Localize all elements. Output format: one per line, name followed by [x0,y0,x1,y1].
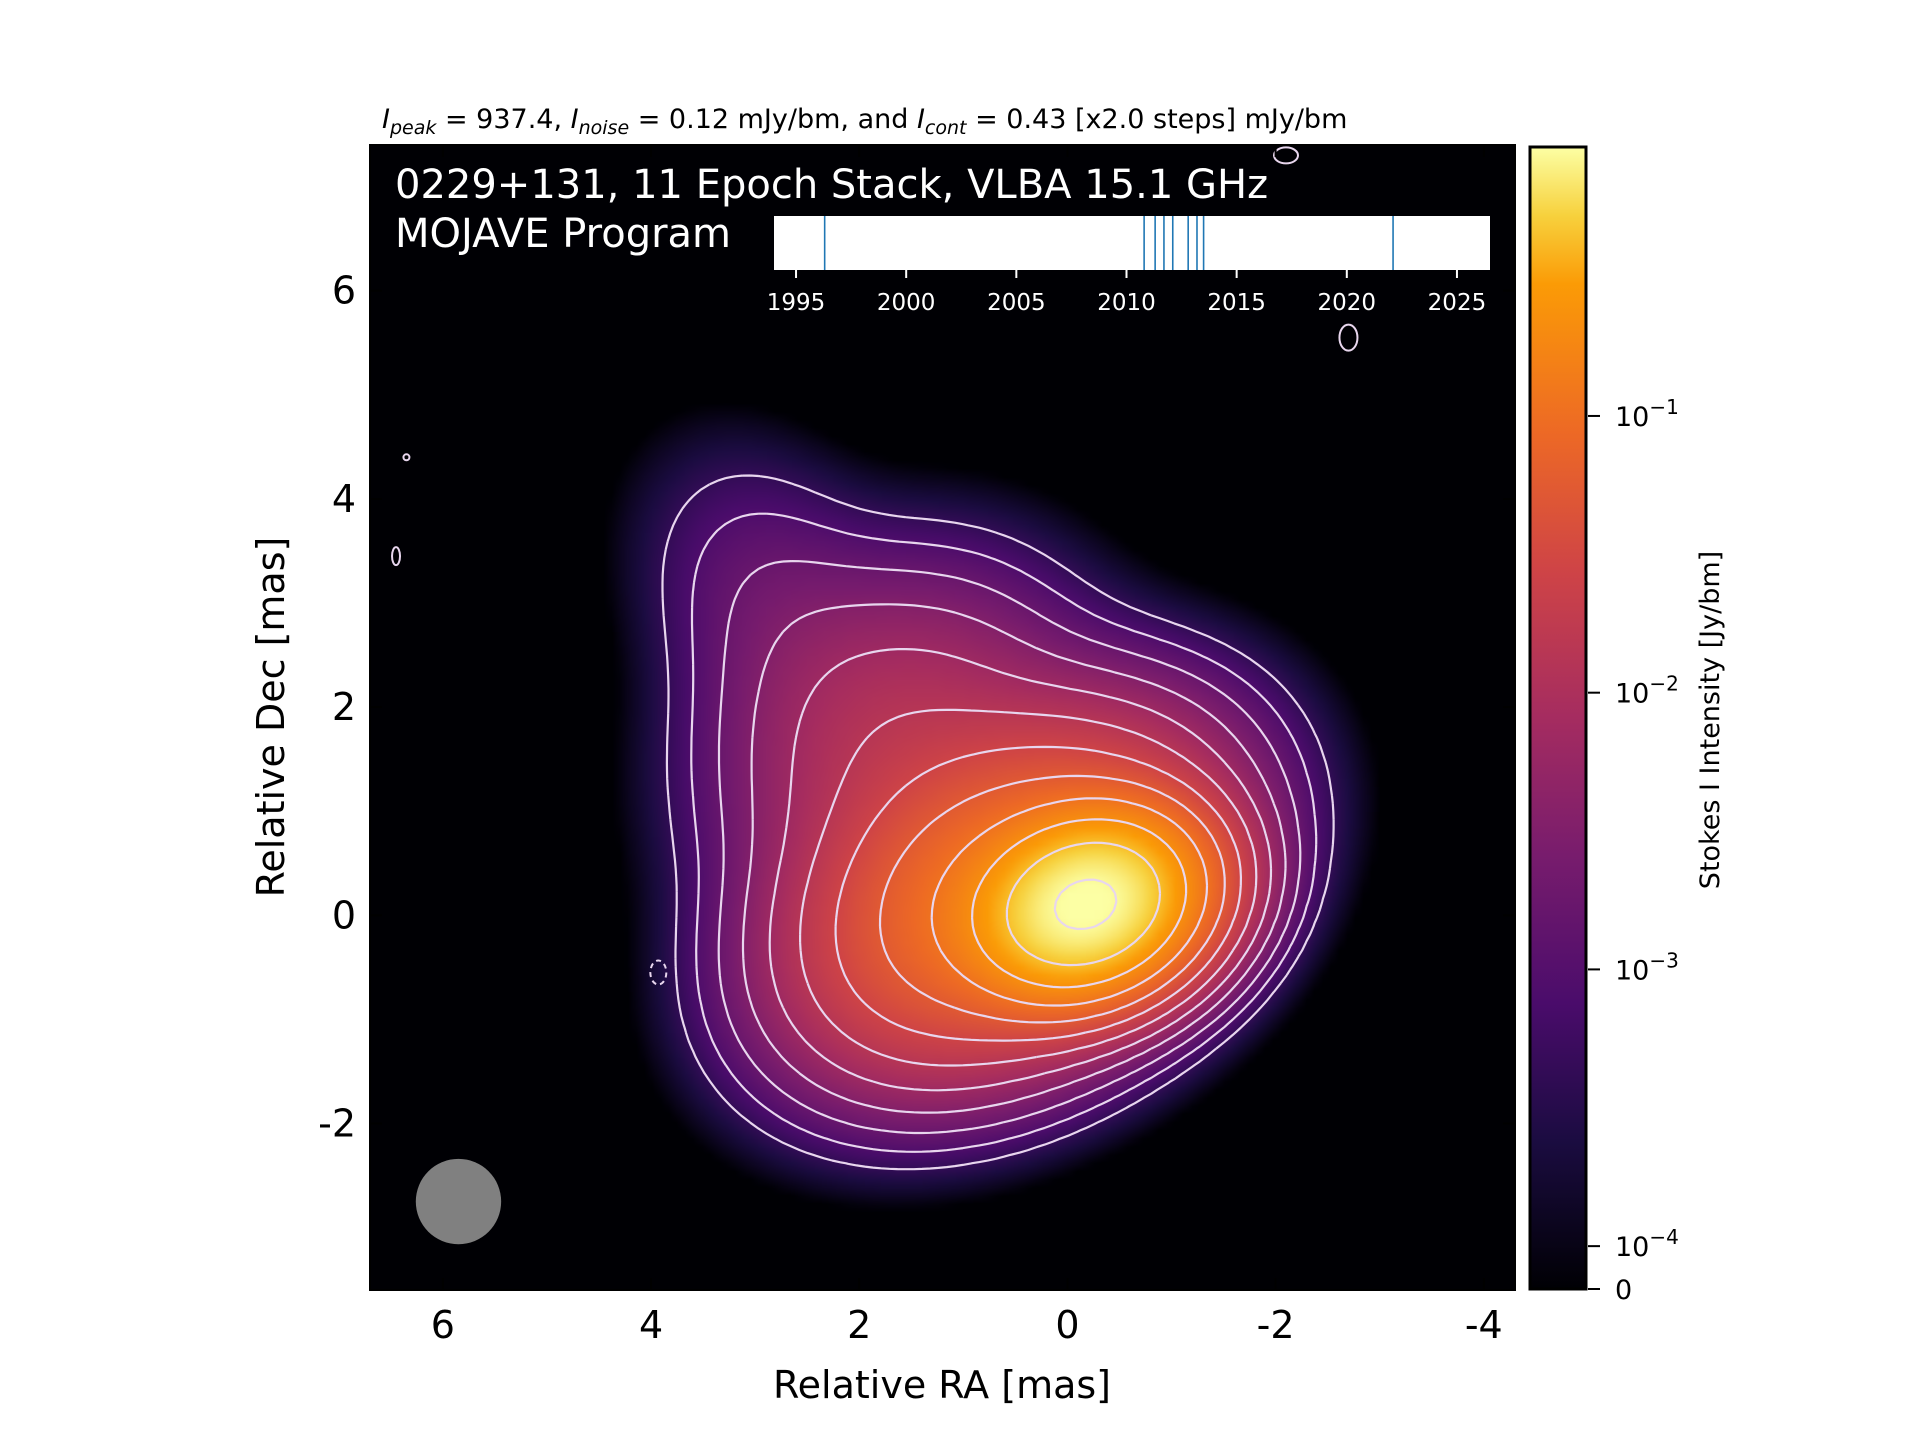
x-axis-label: Relative RA [mas] [773,1363,1111,1407]
x-tick-label: 0 [1055,1303,1079,1347]
noise-contour [1273,146,1299,165]
negative-contour [649,959,668,986]
colorbar-tick-label: 10−2 [1615,672,1679,710]
contour-level [690,512,1318,1153]
epoch-tick-label: 2000 [877,290,936,316]
contour-level [878,774,1226,1024]
colorbar-tick-label: 10−3 [1615,948,1679,986]
colorbar-axis: 10−1 10−2 10−3 10−4 0 [1588,395,1679,1306]
noise-contour [391,546,402,567]
contour-level [930,797,1209,1007]
epoch-tick-label: 2010 [1097,290,1156,316]
contour-level [661,474,1335,1171]
y-tick-label: 2 [332,685,356,729]
contour-level [1005,841,1162,967]
colorbar-tick-label: 10−4 [1615,1225,1679,1263]
epoch-tick-label: 2020 [1318,290,1377,316]
noise-contour [402,453,411,462]
y-tick-label: 6 [332,269,356,313]
noise-contour [1338,323,1359,352]
y-axis: 6 4 2 0 -2 [318,269,1515,1145]
x-tick-label: 2 [847,1303,871,1347]
x-axis: 6 4 2 0 -2 -4 [431,145,1503,1347]
contour-level [834,745,1242,1042]
y-tick-label: 0 [332,893,356,937]
program-title: MOJAVE Program [395,211,731,257]
y-tick-label: 4 [332,477,356,521]
epoch-tick-label: 2015 [1207,290,1266,316]
plot-frame [369,144,1516,1291]
contour-layer [391,146,1359,1171]
intensity-heatmap [370,145,1515,1290]
epoch-timeline-axis: 1995 2000 2005 2010 2015 2020 2025 [767,270,1486,316]
y-tick-label: -2 [318,1101,356,1145]
contour-level [1053,878,1118,931]
contour-level [768,648,1273,1092]
x-tick-label: -4 [1465,1303,1503,1347]
contour-level [799,708,1258,1067]
colorbar-tick-label: 10−1 [1615,395,1679,433]
colorbar-label: Stokes I Intensity [Jy/bm] [1695,551,1726,889]
contour-level [741,603,1287,1114]
y-axis-label: Relative Dec [mas] [249,537,293,898]
epoch-tick-label: 1995 [767,290,826,316]
epoch-tick-label: 2025 [1428,290,1487,316]
colorbar-tick-label: 0 [1615,1275,1632,1306]
x-tick-label: 4 [639,1303,663,1347]
contour-level [971,818,1188,989]
beam-ellipse [415,1158,502,1245]
epoch-timeline-box [774,216,1490,270]
contour-level [717,560,1302,1135]
x-tick-label: 6 [431,1303,455,1347]
epoch-tick-label: 2005 [987,290,1046,316]
source-title: 0229+131, 11 Epoch Stack, VLBA 15.1 GHz [395,162,1268,208]
header-annotation: Ipeak = 937.4, Inoise = 0.12 mJy/bm, and… [382,104,1347,139]
epoch-timeline [823,216,1394,270]
x-tick-label: -2 [1257,1303,1295,1347]
colorbar [1528,145,1588,1291]
